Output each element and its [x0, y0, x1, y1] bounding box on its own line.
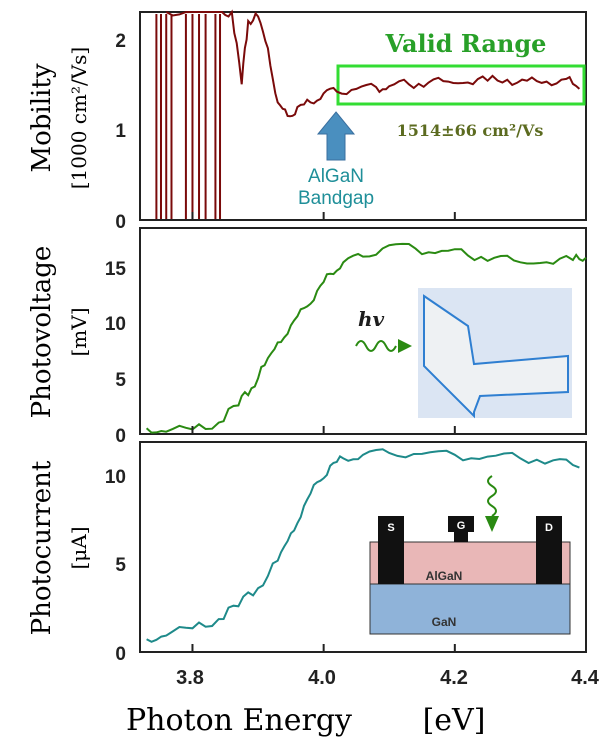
- photocurrent-ylabel: Photocurrent: [27, 460, 57, 635]
- x-tick-label: 4.4: [571, 667, 600, 689]
- mobility-yunit: [1000 cm²/Vs]: [67, 47, 91, 190]
- source-contact: [378, 516, 404, 584]
- photocurrent-tick-label: 0: [115, 644, 126, 665]
- mobility-line: [165, 9, 581, 118]
- photovoltage-tick-label: 15: [105, 259, 127, 280]
- bandgap-arrow: [316, 111, 356, 161]
- photon-arrowhead-icon: [398, 339, 412, 353]
- algan-label: AlGaN: [426, 569, 463, 583]
- drain-label: D: [545, 522, 553, 534]
- source-label: S: [387, 522, 394, 534]
- photocurrent-line: [146, 448, 580, 643]
- mobility-tick-label: 0: [115, 212, 126, 233]
- photovoltage-line: [145, 242, 587, 434]
- bandgap-label-line2: Bandgap: [298, 188, 374, 209]
- photovoltage-ylabel: Photovoltage: [27, 246, 57, 419]
- mobility-value-label: 1514±66 cm²/Vs: [397, 121, 544, 140]
- valid-range-box: [336, 64, 586, 106]
- photocurrent-photon-icon: [487, 475, 497, 517]
- photocurrent-photon-arrowhead-icon: [485, 516, 499, 532]
- band-diagram-curve: [423, 294, 569, 419]
- mobility-panel-frame: [139, 11, 587, 221]
- bandgap-label-line1: AlGaN: [308, 166, 364, 187]
- hv-label: hv: [358, 307, 385, 331]
- mobility-ylabel: Mobility: [27, 63, 57, 172]
- gan-label: GaN: [432, 615, 457, 629]
- photocurrent-tick-label: 10: [105, 467, 126, 488]
- photocurrent-yunit: [μA]: [67, 526, 91, 569]
- photocurrent-panel-frame: [139, 441, 587, 653]
- photovoltage-panel-frame: [139, 227, 587, 435]
- drain-contact: [536, 516, 562, 584]
- photovoltage-yunit: [mV]: [67, 307, 91, 356]
- x-tick-label: 4.0: [308, 667, 336, 689]
- x-axis-label: Photon Energy: [126, 703, 352, 738]
- wavy-photon-icon: [355, 340, 397, 352]
- photovoltage-tick-label: 0: [115, 426, 126, 447]
- x-tick-label: 3.8: [176, 667, 204, 689]
- mobility-tick-label: 1: [115, 121, 126, 142]
- photovoltage-tick-label: 5: [115, 370, 126, 391]
- gate-contact: [448, 516, 474, 542]
- x-tick-label: 4.2: [440, 667, 468, 689]
- gan-layer: [369, 583, 571, 635]
- mobility-tick-label: 2: [115, 31, 126, 52]
- photocurrent-tick-label: 5: [115, 555, 126, 576]
- valid-range-label: Valid Range: [385, 29, 547, 58]
- photovoltage-tick-label: 10: [105, 314, 126, 335]
- x-axis-unit: [eV]: [423, 703, 486, 738]
- gate-label: G: [457, 520, 466, 532]
